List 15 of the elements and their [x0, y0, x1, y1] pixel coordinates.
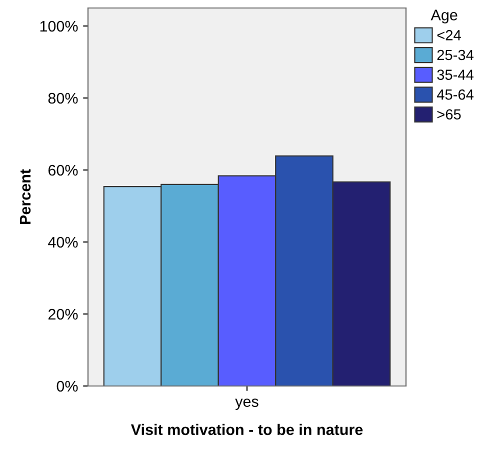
legend-label: <24	[437, 30, 461, 40]
y-tick-label: 80%	[48, 92, 78, 104]
legend-label: 25-34	[437, 50, 474, 60]
legend-title: Age	[430, 10, 458, 24]
y-tick-label: 100%	[40, 20, 78, 32]
legend-label: >65	[437, 109, 461, 120]
y-tick-label: 60%	[48, 164, 78, 176]
legend-label: 45-64	[436, 89, 474, 100]
y-tick-label: 0%	[56, 380, 78, 392]
legend-label: 35-44	[437, 70, 474, 80]
y-tick-label: 40%	[48, 236, 78, 248]
x-axis-title: Visit motivation - to be in nature	[130, 424, 363, 436]
x-tick-label: yes	[235, 398, 258, 410]
y-axis-title: Percent	[20, 169, 31, 224]
y-tick-label: 20%	[48, 308, 78, 320]
